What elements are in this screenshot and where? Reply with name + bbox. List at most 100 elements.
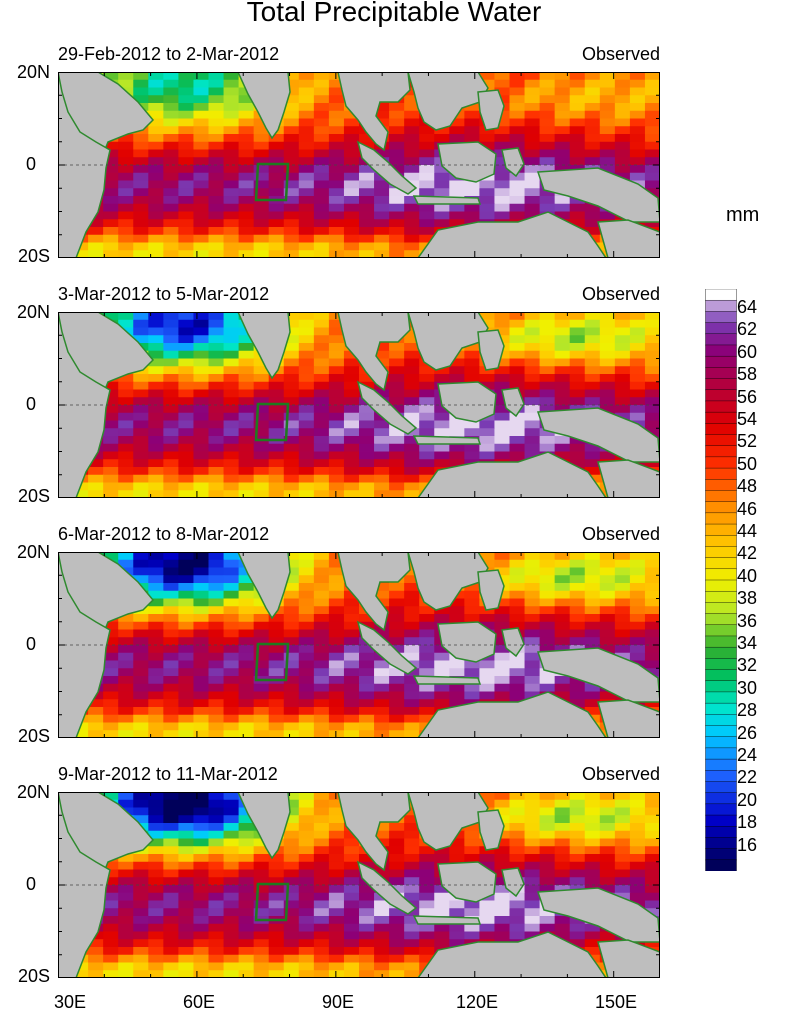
water-cell (539, 854, 556, 863)
water-cell (283, 931, 300, 940)
water-cell (328, 110, 345, 120)
water-cell (328, 118, 345, 127)
water-cell (298, 103, 315, 112)
colorbar-tick-label: 50 (737, 453, 758, 474)
water-cell (223, 343, 240, 352)
water-cell (283, 830, 300, 840)
water-cell (283, 683, 300, 693)
water-cell (449, 939, 465, 948)
colorbar-swatch (705, 590, 737, 603)
water-cell (509, 327, 526, 336)
water-cell (554, 165, 571, 174)
water-cell (253, 900, 270, 909)
water-cell (449, 838, 465, 847)
water-cell (449, 451, 465, 460)
water-cell (268, 707, 285, 716)
panel-1-tag: Observed (581, 44, 660, 64)
water-cell (103, 931, 119, 940)
water-cell (404, 614, 420, 623)
water-cell (223, 799, 240, 809)
water-cell (629, 389, 646, 398)
water-cell (584, 629, 601, 638)
water-cell (298, 637, 315, 646)
water-cell (253, 923, 270, 933)
water-cell (584, 219, 601, 228)
water-cell (208, 219, 225, 228)
water-cell (238, 583, 255, 592)
water-cell (133, 374, 149, 383)
water-cell (178, 962, 195, 971)
water-cell (584, 838, 601, 847)
water-cell (343, 459, 360, 468)
water-cell (328, 962, 345, 971)
water-cell (103, 227, 119, 236)
water-cell (359, 614, 375, 623)
water-cell (389, 227, 405, 236)
water-cell (148, 72, 164, 81)
water-cell (614, 637, 631, 646)
water-cell (313, 436, 330, 445)
water-cell (208, 72, 225, 81)
water-cell (524, 606, 541, 615)
colorbar-swatch (705, 411, 737, 424)
water-cell (298, 389, 315, 398)
water-cell (404, 412, 420, 422)
water-cell (118, 892, 134, 902)
water-cell (208, 242, 225, 251)
water-cell (238, 939, 255, 948)
water-cell (253, 621, 270, 631)
water-cell (238, 172, 255, 182)
water-cell (343, 660, 360, 669)
water-cell (554, 854, 571, 863)
water-cell (163, 490, 179, 498)
land-mass (237, 552, 291, 620)
water-cell (494, 892, 511, 902)
water-cell (569, 397, 586, 406)
water-cell (223, 699, 240, 708)
water-cell (389, 141, 405, 151)
water-cell (494, 877, 511, 886)
water-cell (464, 854, 480, 863)
water-cell (464, 180, 480, 189)
water-cell (118, 885, 134, 894)
water-cell (569, 606, 586, 615)
water-cell (539, 397, 556, 406)
water-cell (118, 947, 134, 956)
water-cell (419, 683, 435, 693)
water-cell (223, 714, 240, 724)
water-cell (223, 467, 240, 476)
water-cell (494, 420, 511, 429)
water-cell (238, 95, 255, 104)
water-cell (208, 877, 225, 886)
water-cell (253, 892, 270, 902)
colorbar-swatch (705, 568, 737, 581)
water-cell (253, 242, 270, 251)
water-cell (419, 900, 435, 909)
water-cell (343, 916, 360, 925)
water-cell (253, 474, 270, 484)
water-cell (599, 792, 616, 801)
water-cell (253, 722, 270, 731)
water-cell (539, 567, 556, 576)
water-cell (614, 366, 631, 375)
water-cell (629, 103, 646, 112)
water-cell (298, 714, 315, 724)
water-cell (389, 923, 405, 933)
water-cell (569, 838, 586, 847)
water-cell (268, 443, 285, 453)
water-cell (193, 165, 210, 174)
water-cell (328, 459, 345, 468)
water-cell (133, 885, 149, 894)
water-cell (374, 482, 390, 491)
water-cell (599, 691, 616, 700)
water-cell (449, 203, 465, 213)
y-label-0: 0 (25, 394, 36, 414)
water-cell (644, 374, 660, 383)
water-cell (374, 590, 390, 600)
water-cell (223, 590, 240, 600)
water-cell (328, 312, 345, 321)
water-cell (298, 381, 315, 391)
water-cell (434, 846, 450, 855)
water-cell (178, 707, 195, 716)
water-cell (509, 343, 526, 352)
